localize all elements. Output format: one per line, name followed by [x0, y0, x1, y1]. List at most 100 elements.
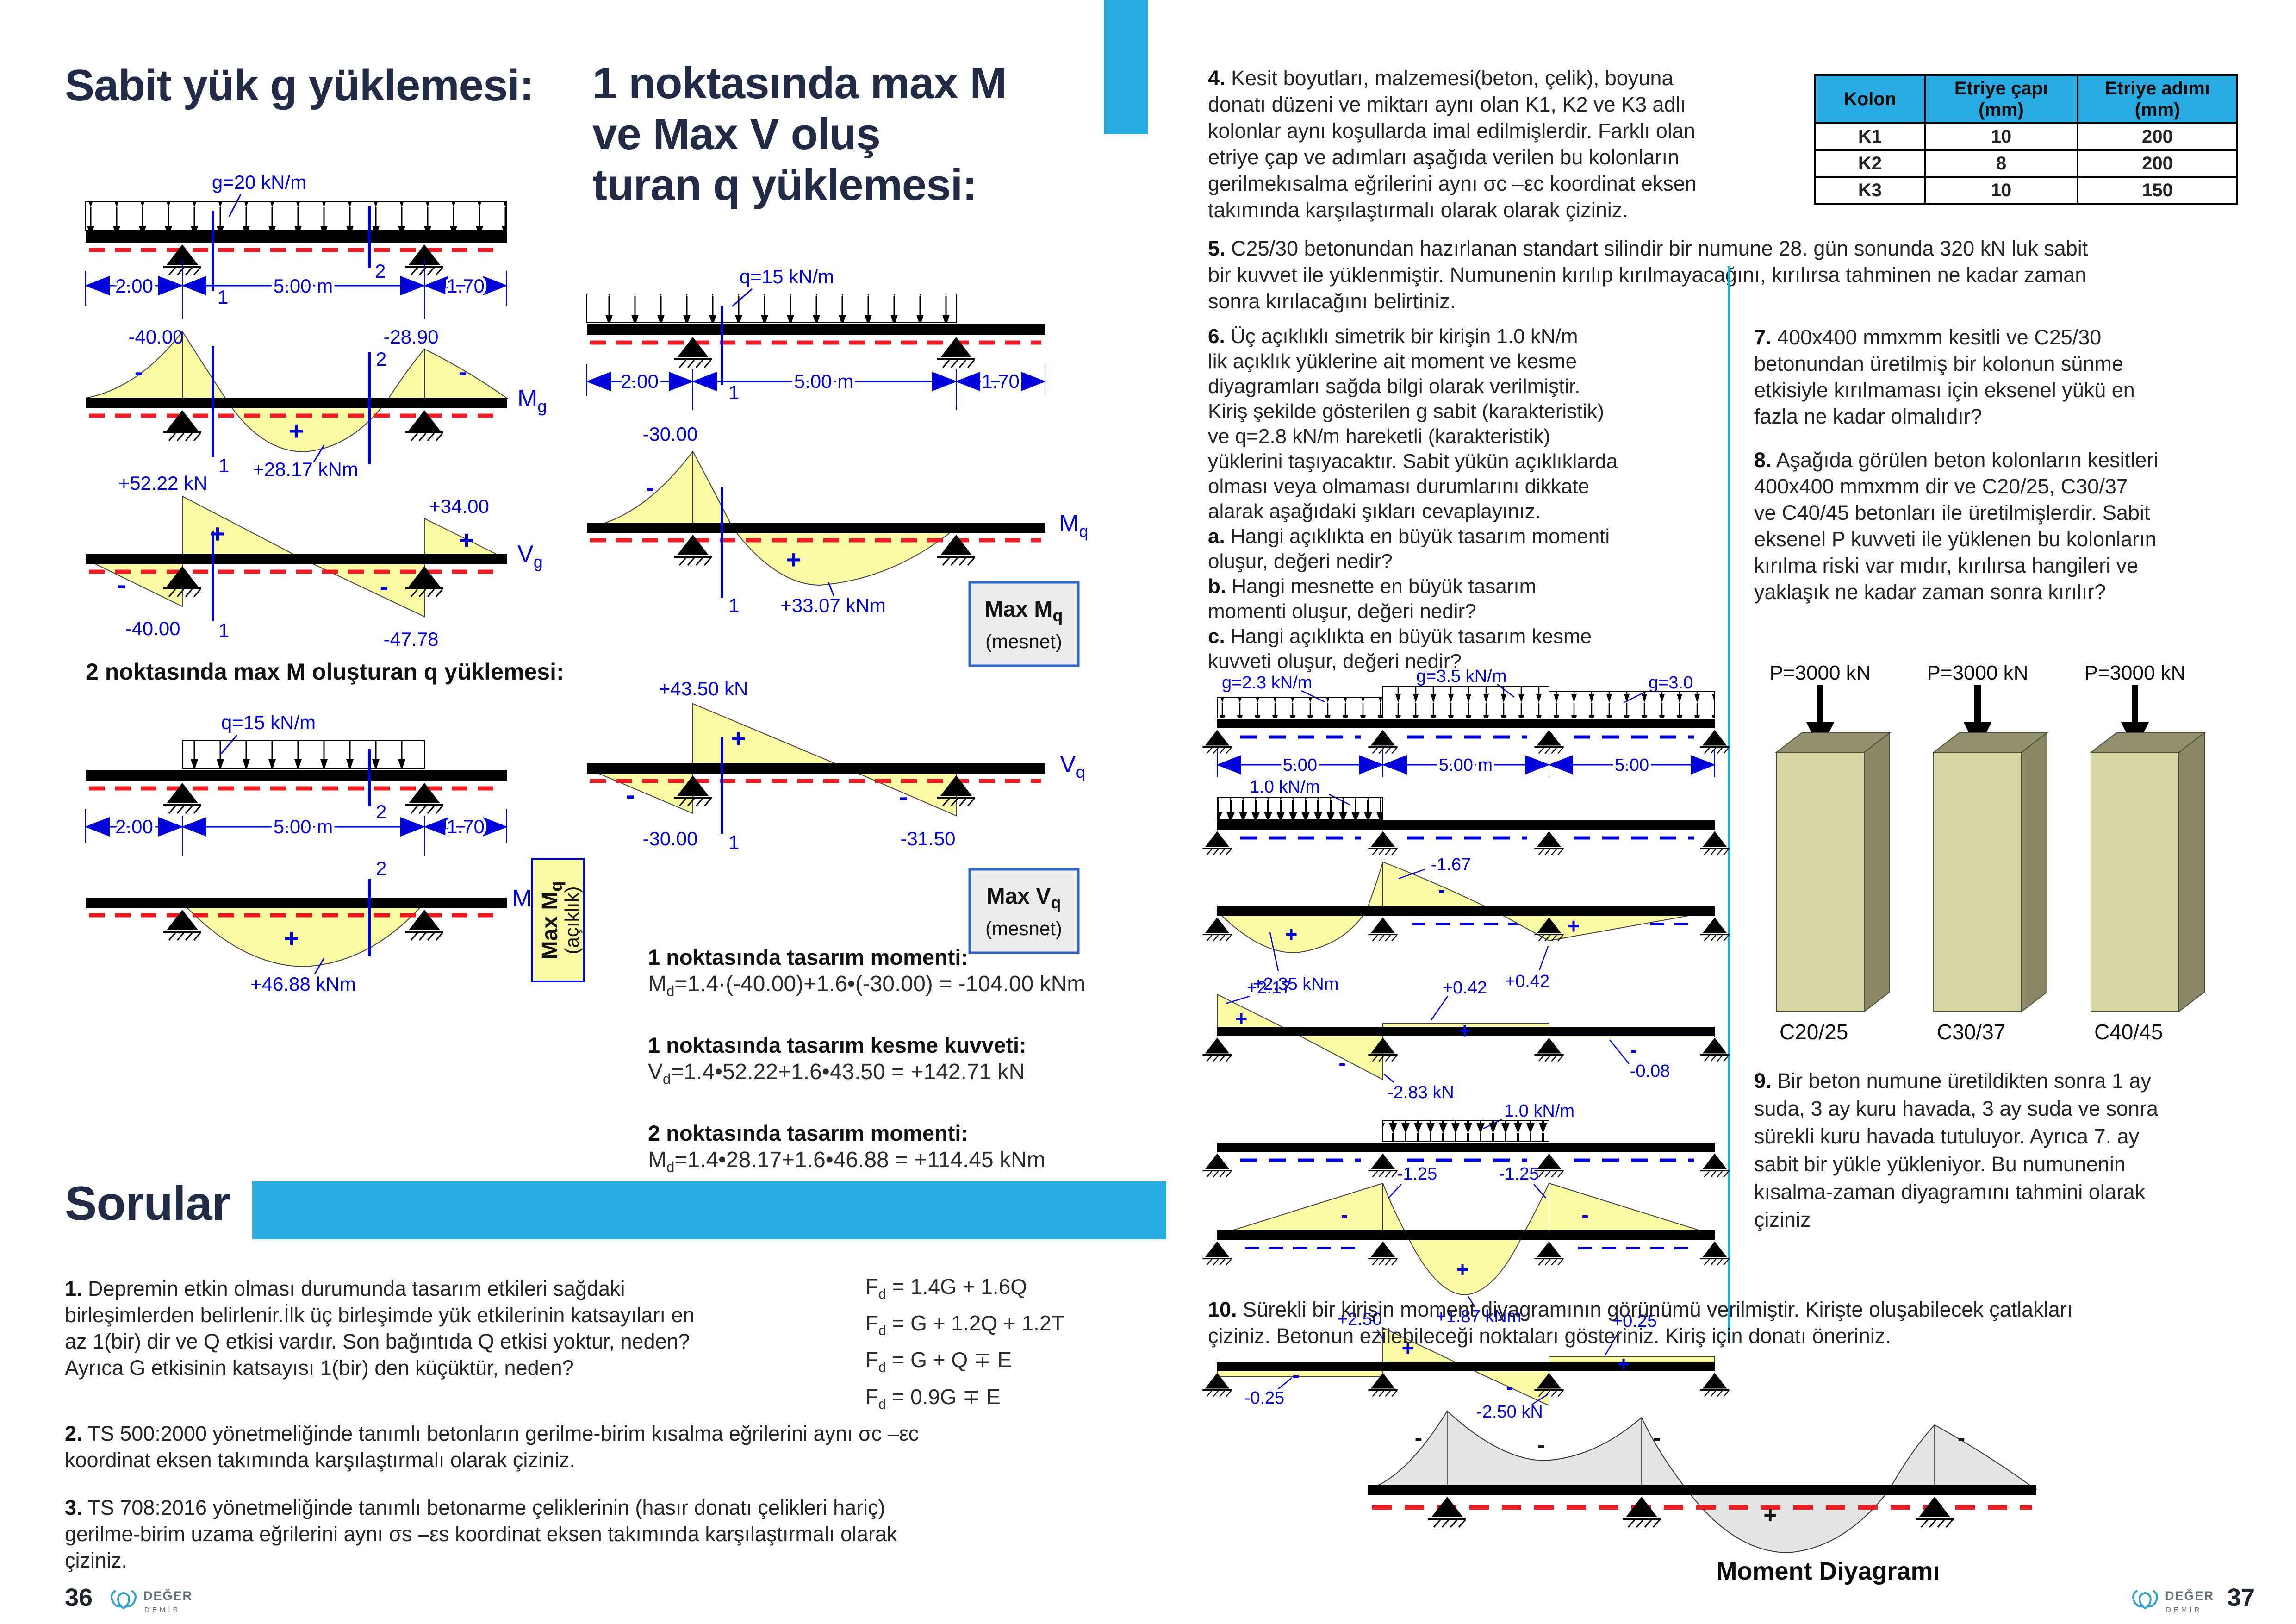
left-page-title: Sabit yük g yüklemesi:	[65, 61, 534, 110]
load-label: g=20 kN/m	[212, 171, 306, 193]
dim-label: 5.00	[1615, 756, 1649, 775]
sign: +	[459, 525, 474, 555]
sign: -	[1415, 1424, 1423, 1450]
continuous-beam-moment-diagram: - - - + - Moment Diyagramı	[1367, 1410, 2038, 1585]
brand-name: DEĞER	[2165, 1588, 2214, 1603]
moment-diagram-Mg: -40.00 -28.90 +28.17 kNm - + - 1 2 Mg	[85, 326, 547, 480]
sign: -	[1958, 1424, 1966, 1450]
value-label: -2.83 kN	[1388, 1083, 1454, 1102]
question-8: 8. Aşağıda görülen beton kolonların kesi…	[1754, 448, 2159, 604]
table-row: K2 8 200	[1814, 149, 2238, 178]
etriye-table-wrap: Kolon Etriye çapı (mm) Etriye adımı (mm) K…	[1814, 74, 2238, 205]
sign: -	[1438, 878, 1445, 902]
value-label: +46.88 kNm	[250, 973, 356, 995]
sign: -	[118, 570, 126, 599]
box-label: Max Mq	[538, 881, 566, 960]
sign: -	[1581, 1203, 1588, 1227]
sign: -	[135, 357, 143, 386]
question-2: 2. TS 500:2000 yönetmeliğinde tanımlı be…	[65, 1422, 919, 1472]
value-label: -30.00	[642, 423, 697, 445]
value-label: +2.35 kNm	[1253, 974, 1339, 994]
section-label: 1	[218, 619, 229, 641]
col-header: Etriye çapı (mm)	[1924, 74, 2078, 124]
dim-label: 1.70	[447, 275, 485, 297]
sign: +	[1618, 1352, 1630, 1376]
brand-name: DEĞER	[143, 1588, 193, 1603]
value-label: -30.00	[642, 828, 697, 849]
load-label: g=3.0	[1649, 673, 1693, 693]
value-label: +0.25	[1612, 1312, 1657, 1331]
moment-shape	[1367, 1410, 2038, 1554]
col-header: Kolon	[1814, 74, 1926, 124]
brand-name: DEMİR	[2166, 1605, 2202, 1614]
box-label: (açıklık)	[561, 887, 583, 955]
beam-q15-span-loading: q=15 kN/m 2 2.00 5.00 m 1.70	[85, 712, 508, 856]
section-label: 2	[376, 857, 386, 879]
concrete-class-label: C40/45	[2094, 1020, 2163, 1044]
question-10: 10. Sürekli bir kirişin moment diyagramı…	[1208, 1298, 2073, 1348]
brand-logo: DEĞER DEMİR	[2132, 1588, 2214, 1614]
value-label: -1.25	[1397, 1164, 1437, 1184]
max-mq-span-box	[531, 858, 585, 982]
load-label: P=3000 kN	[1927, 662, 2028, 684]
sign: -	[1630, 1038, 1637, 1062]
box-label: (mesnet)	[985, 918, 1062, 939]
calc-formula: Md=1.4•28.17+1.6•46.88 = +114.45 kNm	[648, 1148, 1045, 1175]
value-label: +0.42	[1505, 972, 1549, 991]
load-label: g=2.3 kN/m	[1222, 673, 1312, 693]
ram-logo-icon	[111, 1590, 137, 1610]
load-label: 1.0 kN/m	[1250, 777, 1320, 797]
box-label: Max Vq	[987, 884, 1061, 912]
sign: -	[380, 572, 389, 601]
question-4: 4. Kesit boyutları, malzemesi(beton, çel…	[1208, 66, 1697, 222]
max-mq-support-box	[968, 581, 1080, 667]
value-label: +28.17 kNm	[253, 458, 358, 480]
sign: -	[1653, 1424, 1661, 1450]
moment-diagram-span2-load: -1.25 -1.25 +1.87 kNm - + -	[1201, 1164, 1730, 1326]
etriye-table: Kolon Etriye çapı (mm) Etriye adımı (mm) K…	[1814, 74, 2238, 205]
box-label: (mesnet)	[985, 631, 1062, 652]
value-label: +43.50 kN	[659, 678, 748, 700]
sign: +	[1285, 922, 1298, 946]
brand-logo: DEĞER DEMİR	[111, 1588, 193, 1614]
column-divider	[1728, 266, 1730, 1340]
column-C20-25: P=3000 kN C20/25	[1770, 662, 1891, 1044]
value-label: -31.50	[900, 828, 955, 849]
section-label: 1	[218, 455, 229, 476]
value-label: +52.22 kN	[118, 472, 208, 494]
calc-formula: Vd=1.4•52.22+1.6•43.50 = +142.71 kN	[648, 1060, 1025, 1087]
shear-diagram-span1-load: +2.17 +0.42 -2.83 kN -0.08 + - + -	[1201, 978, 1730, 1102]
load-label: g=3.5 kN/m	[1416, 667, 1506, 686]
left-heading2: 2 noktasında max M oluşturan q yüklemesi…	[86, 659, 564, 685]
concrete-class-label: C30/37	[1937, 1020, 2005, 1044]
axis-label: Mq	[1059, 510, 1088, 541]
sign: -	[646, 473, 655, 502]
sign: -	[1537, 1432, 1545, 1458]
sign: +	[1568, 914, 1580, 938]
value-label: -47.78	[383, 628, 438, 650]
moment-diagram-Mq-support: -30.00 - + +33.07 kNm 1 Mq Max Mq (mesne…	[586, 423, 1088, 667]
page-number-left: 36	[65, 1584, 93, 1612]
table-row: K1 10 200	[1814, 122, 2238, 151]
sign: +	[1235, 1006, 1248, 1031]
sign: -	[1292, 1363, 1299, 1387]
accent-bar	[1104, 0, 1148, 134]
sign: +	[786, 545, 802, 574]
question-9: 9. Bir beton numune üretildikten sonra 1…	[1754, 1069, 2159, 1231]
axis-label: Mg	[517, 385, 547, 416]
shear-diagram-span2-load: +2.50 -0.25 -2.50 kN +0.25 - + - +	[1201, 1310, 1730, 1421]
calc-heading: 2 noktasında tasarım momenti:	[648, 1121, 969, 1145]
beam	[86, 231, 507, 243]
concrete-columns-figure: P=3000 kN C20/25 P=3000 kN C30/37 P=3000…	[1770, 662, 2206, 1044]
sign: -	[459, 357, 467, 386]
load-label: P=3000 kN	[2084, 662, 2186, 684]
section-label: 1	[728, 381, 739, 403]
load-label: q=15 kN/m	[221, 712, 316, 733]
shear-diagram-Vg: +52.22 kN +34.00 -40.00 -47.78 + - - + 1…	[85, 472, 543, 650]
sign: +	[1459, 1018, 1471, 1043]
section-label: 2	[376, 348, 386, 370]
value-label: +0.42	[1443, 978, 1487, 998]
value-label: -40.00	[128, 326, 183, 348]
